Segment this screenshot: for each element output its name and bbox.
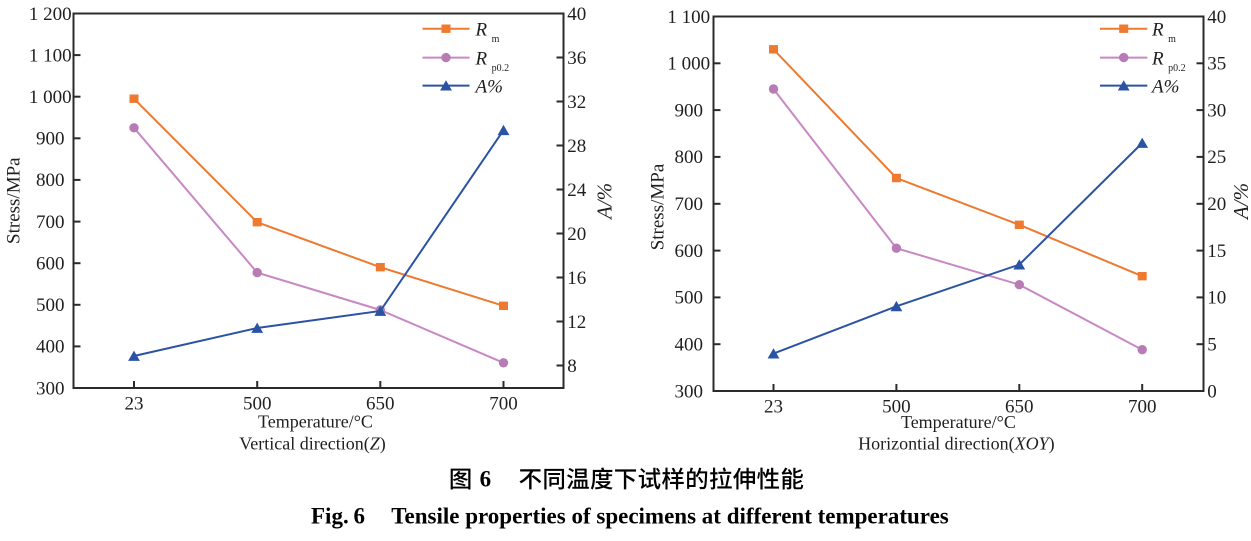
- svg-text:300: 300: [675, 381, 704, 402]
- svg-text:A%: A%: [1150, 76, 1179, 97]
- svg-text:650: 650: [1005, 396, 1034, 417]
- svg-text:16: 16: [567, 268, 586, 289]
- svg-text:10: 10: [1207, 288, 1226, 309]
- svg-text:600: 600: [675, 241, 704, 262]
- svg-text:6: 6: [480, 466, 492, 491]
- svg-text:6: 6: [354, 503, 366, 528]
- svg-text:700: 700: [1128, 396, 1157, 417]
- svg-text:Horizontial direction(XOY): Horizontial direction(XOY): [858, 434, 1054, 455]
- svg-text:28: 28: [567, 136, 586, 157]
- svg-text:300: 300: [36, 378, 65, 399]
- svg-text:600: 600: [36, 254, 65, 275]
- svg-text:A/%: A/%: [593, 183, 617, 221]
- svg-text:36: 36: [567, 48, 586, 69]
- svg-text:1 000: 1 000: [29, 87, 72, 108]
- svg-text:500: 500: [882, 396, 911, 417]
- svg-text:5: 5: [1207, 335, 1217, 356]
- svg-text:23: 23: [764, 396, 783, 417]
- svg-text:A/%: A/%: [1229, 183, 1251, 221]
- svg-text:8: 8: [567, 356, 577, 377]
- svg-text:400: 400: [36, 337, 65, 358]
- svg-text:1 200: 1 200: [29, 4, 72, 25]
- svg-text:900: 900: [36, 129, 65, 150]
- svg-text:40: 40: [1207, 7, 1226, 28]
- svg-text:15: 15: [1207, 241, 1226, 262]
- svg-text:23: 23: [125, 393, 144, 414]
- svg-text:Tensile properties of specimen: Tensile properties of specimens at diffe…: [391, 503, 948, 528]
- svg-text:Fig.: Fig.: [311, 503, 349, 528]
- svg-text:20: 20: [1207, 194, 1226, 215]
- svg-text:700: 700: [489, 393, 518, 414]
- svg-text:Stress/MPa: Stress/MPa: [648, 163, 669, 250]
- svg-text:500: 500: [243, 393, 272, 414]
- svg-text:25: 25: [1207, 147, 1226, 168]
- svg-text:400: 400: [675, 335, 704, 356]
- svg-text:35: 35: [1207, 54, 1226, 75]
- svg-text:Temperature/°C: Temperature/°C: [258, 412, 373, 432]
- svg-text:1 100: 1 100: [667, 7, 710, 28]
- svg-text:24: 24: [567, 180, 587, 201]
- svg-text:800: 800: [36, 170, 65, 191]
- svg-text:40: 40: [567, 4, 586, 25]
- svg-text:30: 30: [1207, 100, 1226, 121]
- svg-text:Vertical direction(Z): Vertical direction(Z): [239, 434, 385, 455]
- svg-text:Stress/MPa: Stress/MPa: [4, 157, 25, 244]
- svg-text:A%: A%: [474, 76, 503, 97]
- svg-text:1 100: 1 100: [29, 45, 72, 66]
- svg-text:500: 500: [36, 295, 65, 316]
- svg-text:500: 500: [675, 288, 704, 309]
- svg-text:0: 0: [1207, 381, 1217, 402]
- svg-text:20: 20: [567, 224, 586, 245]
- svg-text:700: 700: [675, 194, 704, 215]
- svg-text:12: 12: [567, 312, 586, 333]
- svg-text:800: 800: [675, 147, 704, 168]
- svg-text:650: 650: [366, 393, 395, 414]
- svg-text:700: 700: [36, 212, 65, 233]
- svg-text:Temperature/°C: Temperature/°C: [901, 412, 1016, 432]
- svg-text:32: 32: [567, 92, 586, 113]
- svg-text:900: 900: [675, 100, 704, 121]
- svg-text:1 000: 1 000: [667, 54, 710, 75]
